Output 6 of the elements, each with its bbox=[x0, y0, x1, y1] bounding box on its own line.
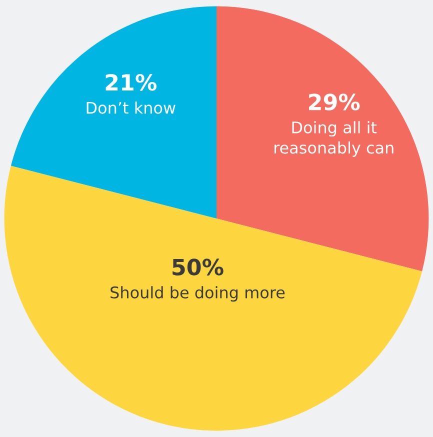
slice-label: Should be doing more bbox=[110, 286, 285, 302]
slice-label: Don’t know bbox=[86, 101, 176, 114]
data-label: 21% bbox=[106, 74, 157, 91]
slice-label: Doing all it reasonably can bbox=[274, 121, 394, 157]
data-label: 50% bbox=[172, 258, 224, 276]
data-label: 29% bbox=[309, 94, 360, 110]
